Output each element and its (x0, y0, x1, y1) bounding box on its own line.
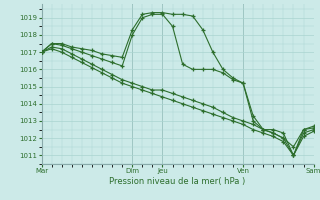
X-axis label: Pression niveau de la mer( hPa ): Pression niveau de la mer( hPa ) (109, 177, 246, 186)
